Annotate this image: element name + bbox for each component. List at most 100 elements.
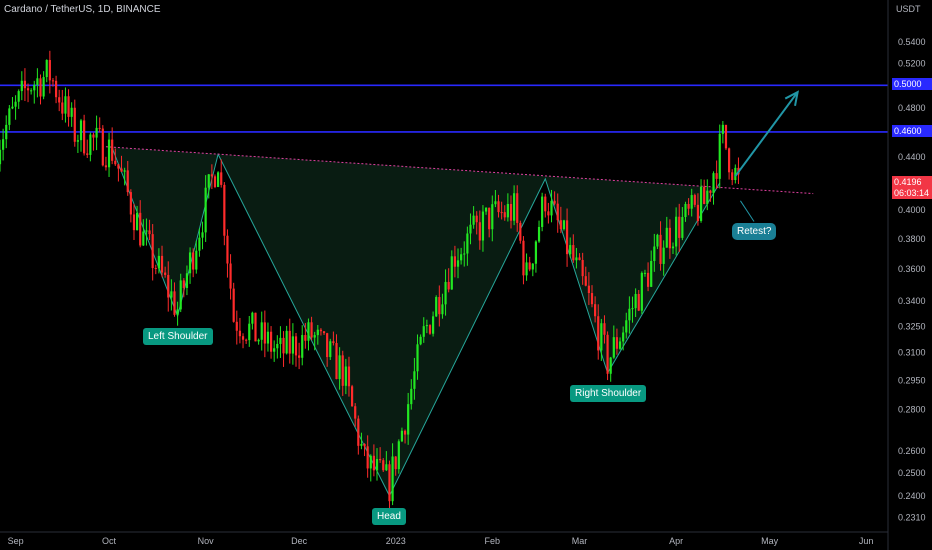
candle (494, 190, 497, 208)
candle (126, 160, 129, 196)
candle (431, 311, 435, 337)
candle (248, 315, 251, 347)
candle (11, 97, 14, 110)
candle (578, 253, 581, 261)
candle (369, 454, 372, 482)
candle (273, 340, 276, 362)
candle (541, 192, 544, 232)
candle (400, 427, 404, 443)
candle (375, 448, 379, 481)
candle (135, 205, 139, 231)
candle (618, 337, 622, 350)
y-tick-label: 0.4400 (898, 152, 926, 162)
candle (132, 203, 136, 241)
candle (615, 328, 619, 355)
price-axis-panel (888, 0, 932, 550)
candle (650, 250, 653, 288)
y-tick-label: 0.3400 (898, 296, 926, 306)
candle (525, 253, 528, 281)
candle (307, 318, 310, 351)
candle (687, 198, 690, 216)
candle (662, 240, 665, 276)
chart-title: Cardano / TetherUS, 1D, BINANCE (4, 4, 161, 15)
current-price-tag: 0.4196 (892, 176, 932, 189)
candle (45, 59, 48, 83)
candle (329, 338, 332, 361)
candle (107, 132, 111, 177)
y-tick-label: 0.2400 (898, 491, 926, 501)
horizontal-levels (0, 84, 888, 133)
candle (111, 127, 114, 165)
candle (294, 333, 298, 367)
y-tick-label: 0.2500 (898, 468, 926, 478)
candle (73, 99, 76, 147)
candle (298, 342, 301, 370)
candle (229, 254, 232, 300)
y-tick-label: 0.5400 (898, 37, 926, 47)
candle (17, 89, 20, 109)
candle (83, 114, 86, 156)
candle (101, 125, 104, 167)
candle (606, 331, 609, 381)
candle (559, 206, 562, 234)
candle (709, 189, 712, 202)
candle (58, 89, 61, 112)
x-tick-label: 2023 (386, 536, 406, 546)
candle (148, 219, 151, 241)
candle (500, 201, 503, 220)
y-tick-label: 0.3250 (898, 321, 926, 331)
candle (631, 296, 634, 323)
candle (425, 319, 428, 334)
candle (394, 456, 397, 476)
candle (590, 285, 594, 308)
candle (251, 311, 254, 330)
candle (643, 269, 647, 277)
y-tick-label: 0.5200 (898, 58, 926, 68)
candle (48, 50, 51, 94)
candle (114, 148, 117, 166)
candle (332, 331, 335, 346)
candle (622, 326, 625, 351)
candle (357, 415, 360, 455)
y-tick-label: 0.3600 (898, 264, 926, 274)
candle (450, 250, 453, 290)
candle (176, 301, 179, 326)
candle (2, 128, 5, 161)
candle (609, 356, 612, 382)
candle (129, 189, 132, 223)
candle (8, 105, 11, 131)
candles (0, 50, 740, 515)
candle (310, 316, 313, 341)
y-tick-label: 0.4800 (898, 103, 926, 113)
candle (469, 213, 472, 245)
candle (291, 323, 294, 365)
candle (363, 443, 366, 457)
candle (54, 75, 58, 104)
candle (170, 279, 173, 311)
candle (472, 206, 475, 229)
candle (95, 115, 98, 151)
candle (671, 242, 675, 255)
y-tick-label: 0.3800 (898, 234, 926, 244)
candle (257, 338, 260, 345)
candle (23, 68, 27, 102)
candle (338, 347, 341, 390)
candle (509, 195, 513, 229)
candle (326, 332, 329, 367)
x-tick-label: Nov (198, 536, 215, 546)
candle (213, 174, 217, 189)
candle (547, 202, 550, 224)
candle (403, 429, 407, 444)
candle (416, 334, 419, 380)
candle (410, 379, 413, 410)
candle (232, 282, 235, 323)
candle (385, 451, 388, 472)
candle (721, 121, 724, 144)
candle (675, 207, 678, 256)
candle (70, 102, 73, 127)
candle (360, 432, 363, 450)
candle (646, 262, 650, 292)
candle (497, 194, 500, 218)
candle (79, 118, 83, 152)
